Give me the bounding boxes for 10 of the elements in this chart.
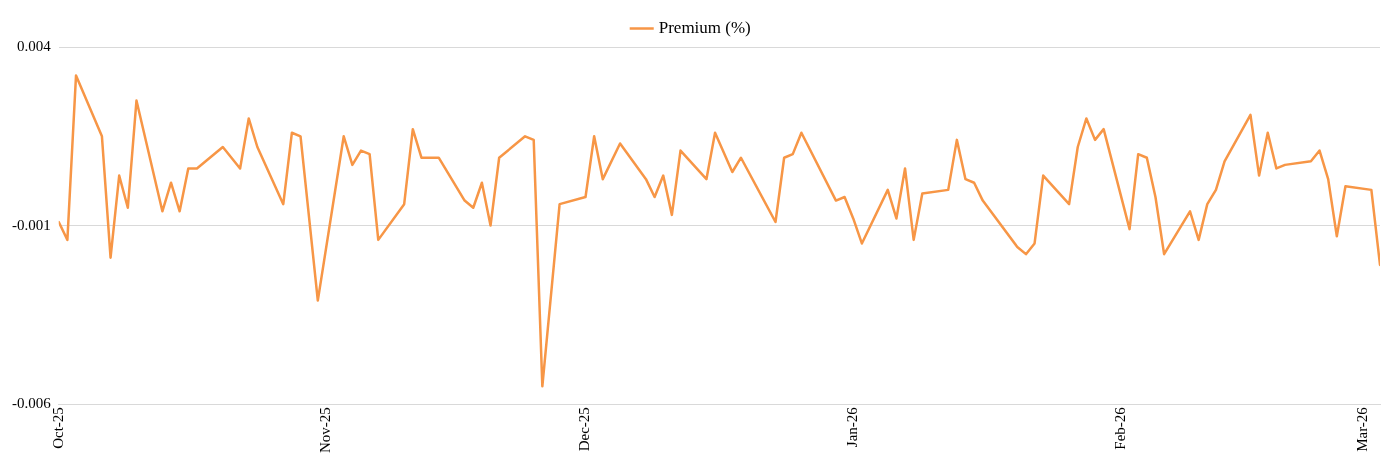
x-tick-label: Nov-25 bbox=[317, 407, 334, 453]
x-tick-label: Feb-26 bbox=[1111, 406, 1128, 450]
y-tick-label: 0.004 bbox=[17, 37, 52, 54]
x-tick-label: Jan-26 bbox=[844, 406, 861, 448]
y-tick-label: -0.001 bbox=[12, 216, 51, 233]
x-tick-label: Dec-25 bbox=[576, 407, 593, 452]
x-tick-label: Oct-25 bbox=[49, 407, 66, 449]
y-tick-label: -0.006 bbox=[12, 395, 52, 412]
legend-label: Premium (%) bbox=[658, 17, 751, 37]
x-tick-label: Mar-26 bbox=[1353, 406, 1370, 452]
